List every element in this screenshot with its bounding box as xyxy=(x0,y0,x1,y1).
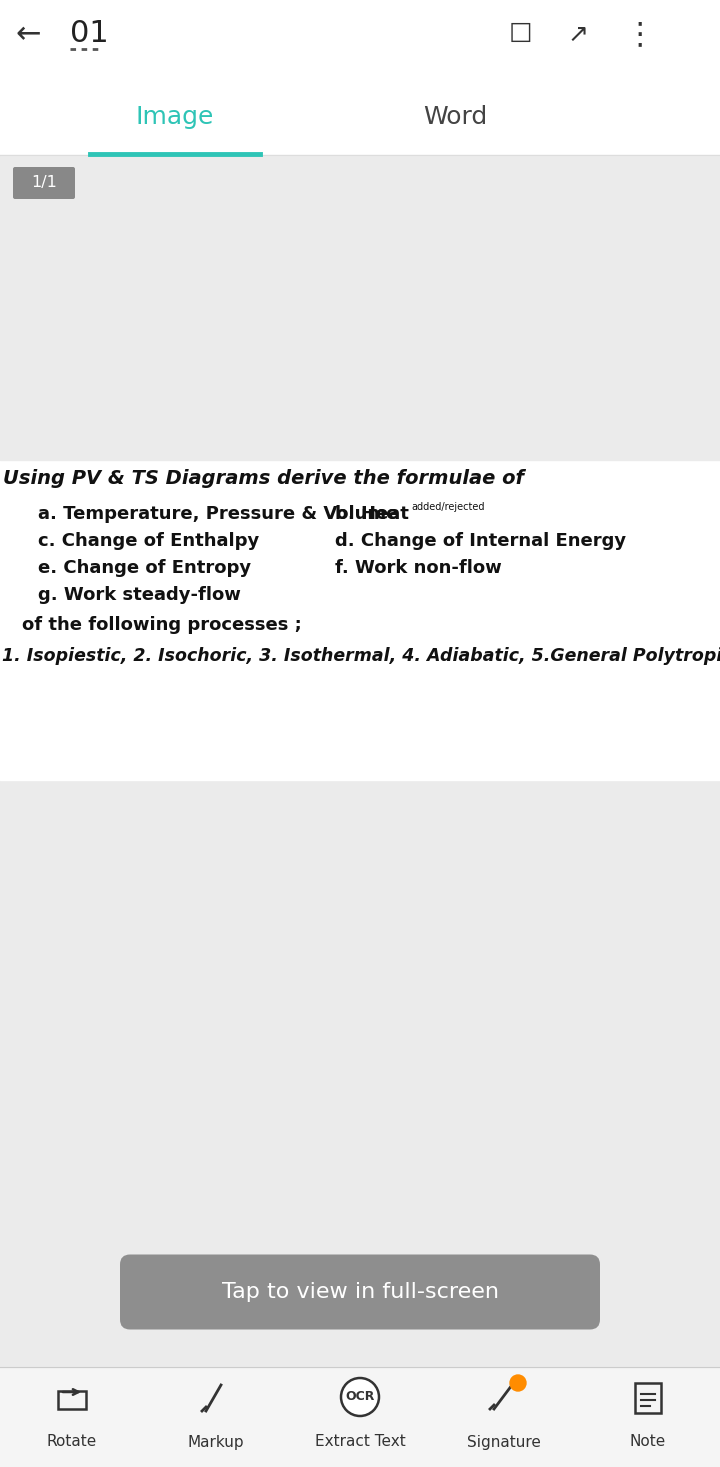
Text: Word: Word xyxy=(423,106,487,129)
FancyBboxPatch shape xyxy=(13,167,75,200)
Text: Note: Note xyxy=(630,1435,666,1449)
Bar xyxy=(0,1367,720,1467)
Text: 1. Isopiestic, 2. Isochoric, 3. Isothermal, 4. Adiabatic, 5.General Polytropic: 1. Isopiestic, 2. Isochoric, 3. Isotherm… xyxy=(2,647,720,665)
Text: 01: 01 xyxy=(70,19,109,48)
Bar xyxy=(0,156,720,461)
Text: ↗: ↗ xyxy=(567,23,588,47)
Text: c. Change of Enthalpy: c. Change of Enthalpy xyxy=(38,533,259,550)
FancyBboxPatch shape xyxy=(120,1254,600,1329)
Text: d. Change of Internal Energy: d. Change of Internal Energy xyxy=(335,533,626,550)
Bar xyxy=(635,1383,661,1413)
Text: Tap to view in full-screen: Tap to view in full-screen xyxy=(222,1282,498,1303)
Text: added/rejected: added/rejected xyxy=(411,502,485,512)
Text: Rotate: Rotate xyxy=(47,1435,97,1449)
Bar xyxy=(0,0,720,75)
Text: Markup: Markup xyxy=(188,1435,244,1449)
Text: ←: ← xyxy=(15,21,41,50)
Circle shape xyxy=(341,1378,379,1416)
Text: ⋮: ⋮ xyxy=(625,21,655,50)
Text: 1/1: 1/1 xyxy=(31,176,57,191)
Text: g. Work steady-flow: g. Work steady-flow xyxy=(38,585,241,604)
Text: OCR: OCR xyxy=(346,1391,374,1404)
Bar xyxy=(0,461,720,780)
Text: Image: Image xyxy=(136,106,214,129)
Text: Using PV & TS Diagrams derive the formulae of: Using PV & TS Diagrams derive the formul… xyxy=(3,469,524,489)
Text: f. Work non-flow: f. Work non-flow xyxy=(335,559,502,577)
Text: Extract Text: Extract Text xyxy=(315,1435,405,1449)
Text: e. Change of Entropy: e. Change of Entropy xyxy=(38,559,251,577)
Circle shape xyxy=(510,1375,526,1391)
Text: b. Heat: b. Heat xyxy=(335,505,415,524)
Text: ☐: ☐ xyxy=(508,22,532,48)
Bar xyxy=(58,1391,86,1408)
Text: Signature: Signature xyxy=(467,1435,541,1449)
Bar xyxy=(0,778,720,1367)
Text: of the following processes ;: of the following processes ; xyxy=(22,616,302,634)
Text: a. Temperature, Pressure & Volume: a. Temperature, Pressure & Volume xyxy=(38,505,398,524)
Bar xyxy=(0,75,720,156)
